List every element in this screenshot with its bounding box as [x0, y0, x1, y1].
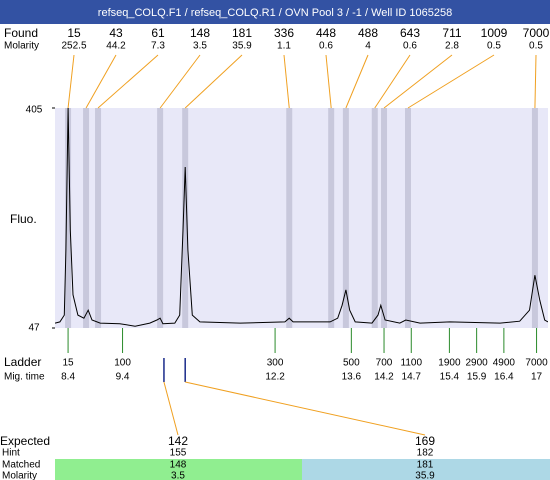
expected-size: 169: [415, 434, 435, 448]
peak-band: [157, 108, 164, 328]
found-molarity: 2.8: [445, 41, 459, 52]
found-molarity: 4: [365, 41, 371, 52]
found-size: 148: [190, 26, 210, 40]
peak-connector: [283, 54, 290, 109]
match-connector: [163, 381, 179, 436]
ladder-size: 1900: [438, 358, 461, 369]
peak-connector: [159, 54, 201, 109]
peak-band: [182, 108, 189, 328]
ladder-label: Ladder: [4, 355, 41, 369]
ladder-size: 500: [343, 358, 360, 369]
trace: [55, 107, 548, 327]
peak-band: [286, 108, 293, 328]
match-connector: [185, 381, 426, 436]
molarity-label: Molarity: [4, 41, 39, 52]
matched-size: 181: [417, 460, 434, 471]
peak-band: [371, 108, 378, 328]
ladder-size: 2900: [466, 358, 489, 369]
found-size: 181: [232, 26, 252, 40]
peak-connector: [67, 54, 75, 109]
peak-connector: [85, 54, 117, 109]
found-molarity: 1.1: [277, 41, 291, 52]
matched-molarity: 35.9: [415, 471, 435, 480]
y-tick-label: 47: [28, 323, 40, 334]
expected-label: Expected: [0, 434, 50, 448]
hint-size: 155: [170, 448, 187, 459]
molarity-label: Molarity: [2, 471, 37, 480]
ladder-time: 14.7: [402, 372, 422, 383]
peak-band: [531, 108, 538, 328]
found-molarity: 7.3: [151, 41, 165, 52]
peak-band: [404, 108, 411, 328]
ladder-size: 700: [376, 358, 393, 369]
found-molarity: 3.5: [193, 41, 207, 52]
ladder-time: 8.4: [61, 372, 75, 383]
found-label: Found: [4, 26, 38, 40]
peak-connector: [97, 54, 159, 109]
found-molarity: 0.6: [319, 41, 333, 52]
y-label: Fluo.: [10, 212, 37, 226]
ladder-time: 13.6: [342, 372, 362, 383]
ladder-size: 300: [267, 358, 284, 369]
matched-label: Matched: [2, 460, 40, 471]
ladder-time: 12.2: [265, 372, 285, 383]
found-size: 7000: [523, 26, 550, 40]
peak-band: [83, 108, 90, 328]
found-molarity: 0.6: [403, 41, 417, 52]
plot-area: [55, 108, 548, 328]
matched-bar: [302, 459, 550, 480]
ladder-time: 14.2: [374, 372, 394, 383]
found-size: 488: [358, 26, 378, 40]
found-size: 43: [109, 26, 123, 40]
ladder-size: 100: [114, 358, 131, 369]
peak-connector: [407, 54, 495, 109]
found-size: 643: [400, 26, 420, 40]
ladder-size: 15: [63, 358, 75, 369]
found-size: 448: [316, 26, 336, 40]
peak-connector: [345, 54, 369, 109]
hint-size: 182: [417, 448, 434, 459]
found-molarity: 35.9: [232, 41, 252, 52]
peak-band: [95, 108, 102, 328]
found-size: 1009: [481, 26, 508, 40]
found-size: 15: [67, 26, 81, 40]
ladder-time: 17: [531, 372, 543, 383]
found-molarity: 0.5: [487, 41, 501, 52]
expected-size: 142: [168, 434, 188, 448]
mig-label: Mig. time: [4, 372, 45, 383]
peak-connector: [383, 54, 453, 109]
ladder-time: 16.4: [494, 372, 514, 383]
found-size: 61: [151, 26, 165, 40]
y-tick-label: 405: [26, 105, 43, 116]
found-size: 336: [274, 26, 294, 40]
matched-size: 148: [170, 460, 187, 471]
hint-label: Hint: [2, 448, 20, 459]
ladder-time: 15.4: [440, 372, 460, 383]
ladder-size: 1100: [401, 358, 423, 369]
peak-connector: [184, 54, 243, 109]
title-bar: [0, 0, 550, 24]
peak-connector: [534, 54, 537, 109]
found-molarity: 252.5: [61, 41, 86, 52]
peak-band: [381, 108, 388, 328]
peak-band: [328, 108, 335, 328]
matched-bar: [55, 459, 302, 480]
found-molarity: 0.5: [529, 41, 543, 52]
title: refseq_COLQ.F1 / refseq_COLQ.R1 / OVN Po…: [98, 7, 452, 19]
peak-connector: [325, 54, 332, 109]
found-size: 711: [442, 26, 461, 40]
ladder-size: 4900: [493, 358, 516, 369]
peak-band: [342, 108, 349, 328]
peak-band: [65, 108, 72, 328]
ladder-size: 7000: [525, 358, 548, 369]
ladder-time: 15.9: [467, 372, 487, 383]
matched-molarity: 3.5: [171, 471, 185, 480]
found-molarity: 44.2: [106, 41, 126, 52]
peak-connector: [374, 54, 411, 109]
ladder-time: 9.4: [116, 372, 130, 383]
